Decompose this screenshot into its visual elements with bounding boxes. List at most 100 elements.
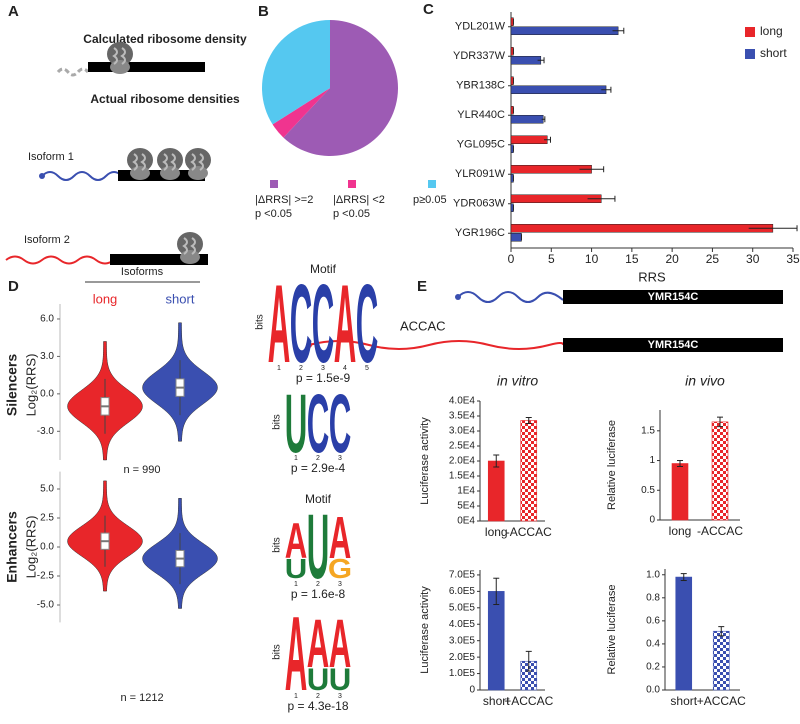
logo-letter: A — [334, 263, 357, 387]
x-axis-label: RRS — [638, 269, 666, 284]
y-tick-label: 0E4 — [457, 516, 475, 527]
error-bar — [525, 650, 532, 672]
y-tick-label: 2.0E4 — [449, 456, 476, 467]
y-tick-label: 1.0 — [646, 569, 660, 580]
logo-position: 2 — [316, 693, 320, 700]
error-bar — [541, 116, 546, 123]
error-bar — [544, 136, 551, 143]
logo-y-label: bits — [272, 644, 283, 660]
motif-label: ACCAC — [400, 318, 446, 333]
bar — [510, 56, 542, 65]
error-bar — [748, 225, 798, 232]
y-tick-label: 1E4 — [457, 486, 475, 497]
logo-letter: C — [329, 378, 352, 471]
pie-slice — [272, 88, 330, 138]
p-value: p = 1.5e-9 — [296, 371, 351, 385]
y-tick-label: 0 — [469, 685, 475, 696]
logo-position: 3 — [338, 693, 342, 700]
y-axis-label: Relative luciferase — [606, 420, 618, 510]
ribosome — [176, 231, 204, 265]
bar — [711, 421, 729, 521]
y-tick-label: 3.0 — [40, 351, 54, 362]
logo-position: 5 — [365, 365, 369, 372]
gene-label: YMR154C — [648, 291, 699, 303]
legend-label: p≥0.05 — [413, 194, 447, 206]
logo-position: 1 — [294, 455, 298, 462]
bar — [510, 233, 522, 242]
y-tick-label: YLR440C — [457, 109, 505, 121]
y-tick-label: 0.4 — [646, 639, 660, 650]
logo-letter: G — [328, 554, 352, 585]
y-tick-label: 1.5E4 — [449, 471, 476, 482]
bar — [671, 463, 689, 521]
error-bar — [677, 460, 683, 467]
logo-position: 3 — [338, 455, 342, 462]
x-category-label: long — [93, 291, 118, 306]
logo-letter: U — [285, 378, 308, 471]
y-tick-label: 2.0E5 — [449, 652, 476, 663]
isoform-label: Isoform 1 — [28, 151, 74, 163]
mrna-fragment — [56, 67, 90, 77]
logo-letter: U — [285, 554, 308, 585]
logo-letter: A — [329, 607, 352, 683]
y-tick-label: 6.0E5 — [449, 586, 476, 597]
legend-sublabel: p <0.05 — [333, 208, 370, 220]
bar — [487, 591, 505, 691]
x-tick-label: 25 — [706, 252, 720, 266]
bar — [510, 224, 774, 233]
legend-sublabel: p <0.05 — [255, 208, 292, 220]
logo-letter: A — [329, 506, 352, 572]
x-tick-label: 30 — [746, 252, 760, 266]
y-tick-label: 3.5E4 — [449, 411, 476, 422]
bar — [510, 26, 619, 35]
logo-letter: U — [307, 495, 330, 598]
y-tick-label: YDR337W — [453, 50, 506, 62]
ribosome — [184, 147, 212, 181]
x-tick-label: 20 — [665, 252, 679, 266]
x-category-label: long — [669, 524, 692, 538]
utr-line — [308, 340, 565, 350]
n-label: n = 990 — [123, 464, 160, 476]
y-axis-label: Log₂(RRS) — [23, 516, 38, 579]
error-bar — [612, 27, 625, 34]
diagram-e: YMR154C ACCAC YMR154C — [306, 290, 783, 352]
p-value: p = 4.3e-18 — [287, 699, 348, 713]
y-tick-label: -5.0 — [37, 600, 55, 611]
bar — [487, 460, 505, 522]
legend-label: long — [760, 24, 783, 38]
logo-letter: C — [356, 263, 379, 387]
row-label: Enhancers — [4, 511, 20, 583]
logo-letter: A — [307, 607, 330, 683]
logo-position: 1 — [294, 693, 298, 700]
p-value: p = 2.9e-4 — [291, 461, 346, 475]
x-tick-label: 0 — [508, 252, 515, 266]
n-label: n = 1212 — [120, 692, 163, 704]
diagram-a: Calculated ribosome density Actual ribos… — [5, 32, 247, 265]
x-category-label: +ACCAC — [697, 694, 746, 708]
y-tick-label: 0.0 — [40, 542, 54, 553]
row-label: Silencers — [4, 354, 20, 416]
logo-position: 2 — [299, 365, 303, 372]
error-bar — [493, 454, 500, 468]
bar — [510, 135, 548, 144]
y-tick-label: 0.6 — [646, 615, 660, 626]
bar — [520, 420, 538, 522]
error-bar — [579, 166, 605, 173]
error-bar — [680, 573, 687, 582]
cds-bar — [563, 338, 783, 352]
x-tick-label: 5 — [548, 252, 555, 266]
legend-swatch — [745, 27, 755, 37]
x-category-label: short — [670, 694, 697, 708]
y-tick-label: 5E4 — [457, 501, 475, 512]
error-bar — [537, 57, 545, 64]
y-axis-label: Log₂(RRS) — [23, 354, 38, 417]
y-tick-label: 0.2 — [646, 662, 660, 673]
ribosome — [126, 147, 154, 181]
y-tick-label: 0 — [649, 515, 655, 526]
utr-line — [41, 171, 123, 181]
y-tick-label: YDL201W — [455, 21, 506, 33]
y-tick-label: YGL095C — [457, 139, 505, 151]
panel-label: B — [258, 3, 269, 20]
logo-y-label: bits — [255, 314, 266, 330]
